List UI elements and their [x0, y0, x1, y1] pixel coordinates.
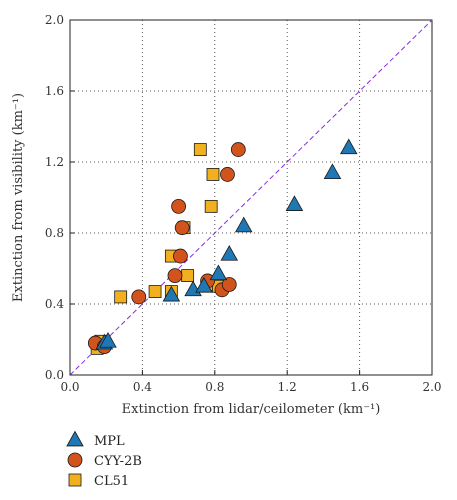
data-point-cyy-2b: [221, 277, 237, 292]
x-tick-label: 0.8: [205, 380, 224, 394]
data-point-mpl: [285, 195, 304, 211]
plot-frame: [69, 19, 433, 376]
legend-marker-mpl: [66, 430, 84, 447]
grid: [70, 20, 432, 375]
data-points: [87, 138, 358, 355]
data-point-cl51: [181, 269, 195, 283]
data-point-cl51: [204, 199, 218, 213]
y-axis-label: Extinction from visibility (km⁻¹): [11, 93, 26, 302]
y-tick-label: 0.8: [45, 226, 64, 240]
data-point-cyy-2b: [173, 248, 188, 264]
y-tick-label: 2.0: [45, 13, 64, 27]
y-tick-label: 0.4: [45, 297, 64, 311]
data-point-mpl: [339, 138, 358, 155]
data-point-cl51: [114, 290, 128, 304]
x-tick-label: 0.0: [60, 380, 79, 394]
legend-marker-cyy-2b: [67, 452, 83, 468]
x-tick-label: 1.2: [278, 380, 297, 394]
data-point-mpl: [220, 244, 239, 261]
data-point-mpl: [162, 285, 181, 302]
legend-label: CL51: [94, 474, 129, 489]
legend-label: CYY-2B: [94, 454, 142, 469]
data-point-cyy-2b: [171, 198, 187, 214]
data-point-mpl: [99, 331, 117, 348]
x-tick-label: 1.6: [350, 380, 369, 394]
reference-line-1to1: [69, 19, 433, 376]
x-tick-label: 0.4: [133, 380, 152, 394]
axis-ticks: 0.0 0.4 0.8 1.2 1.6 2.0 0.0 0.4 0.8 1.2 1.6 2.0: [45, 13, 442, 394]
data-point-cyy-2b: [167, 268, 183, 284]
legend-marker-cl51: [68, 473, 82, 487]
data-point-cyy-2b: [174, 220, 190, 236]
data-point-mpl: [209, 264, 228, 281]
data-point-mpl: [195, 276, 213, 293]
legend-label: MPL: [94, 434, 125, 449]
data-point-cl51: [148, 285, 162, 298]
data-point-cl51: [193, 143, 207, 156]
x-axis-label: Extinction from lidar/ceilometer (km⁻¹): [122, 402, 381, 417]
data-point-cyy-2b: [131, 289, 147, 305]
data-point-cl51: [206, 168, 220, 181]
data-point-mpl: [323, 163, 342, 180]
y-tick-label: 1.2: [45, 155, 64, 169]
data-point-mpl: [235, 216, 253, 233]
legend: MPL CYY-2B CL51: [66, 430, 142, 489]
x-tick-label: 2.0: [422, 380, 441, 394]
y-tick-label: 1.6: [45, 84, 64, 98]
y-tick-label: 0.0: [45, 368, 64, 382]
data-point-cyy-2b: [230, 142, 246, 157]
data-point-cyy-2b: [220, 167, 235, 182]
